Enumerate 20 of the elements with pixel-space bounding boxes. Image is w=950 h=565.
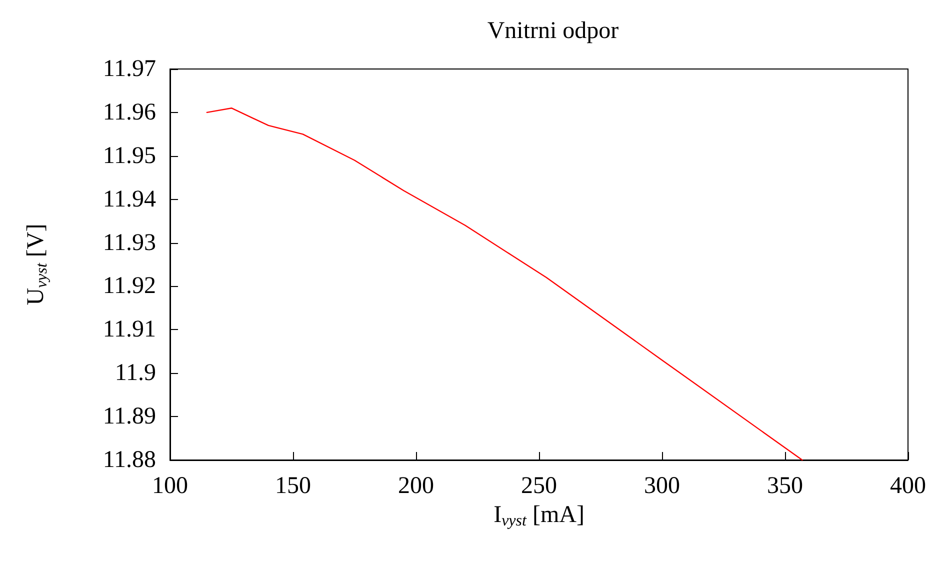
- y-tick-label: 11.91: [102, 316, 156, 343]
- y-tick-label: 11.92: [102, 273, 156, 300]
- y-tick-label: 11.96: [102, 99, 156, 126]
- x-tick-label: 350: [767, 473, 803, 499]
- chart-title: Vnitrni odpor: [487, 18, 619, 44]
- x-tick-label: 100: [152, 473, 188, 499]
- y-axis-title: Uvyst [V]: [23, 224, 50, 306]
- x-tick-label: 300: [644, 473, 680, 499]
- x-tick-label: 200: [398, 473, 434, 499]
- x-tick-label: 400: [890, 473, 926, 499]
- y-tick-label: 11.94: [102, 186, 156, 212]
- y-tick-label: 11.89: [102, 404, 156, 430]
- y-tick-label: 11.9: [114, 360, 156, 386]
- y-tick-label: 11.95: [102, 142, 156, 169]
- y-tick-label: 11.93: [102, 230, 156, 256]
- y-tick-label: 11.88: [102, 447, 156, 473]
- x-tick-label: 150: [275, 473, 311, 499]
- line-series: [206, 108, 803, 461]
- x-tick-label: 250: [521, 473, 557, 499]
- y-tick-label: 11.97: [102, 56, 156, 82]
